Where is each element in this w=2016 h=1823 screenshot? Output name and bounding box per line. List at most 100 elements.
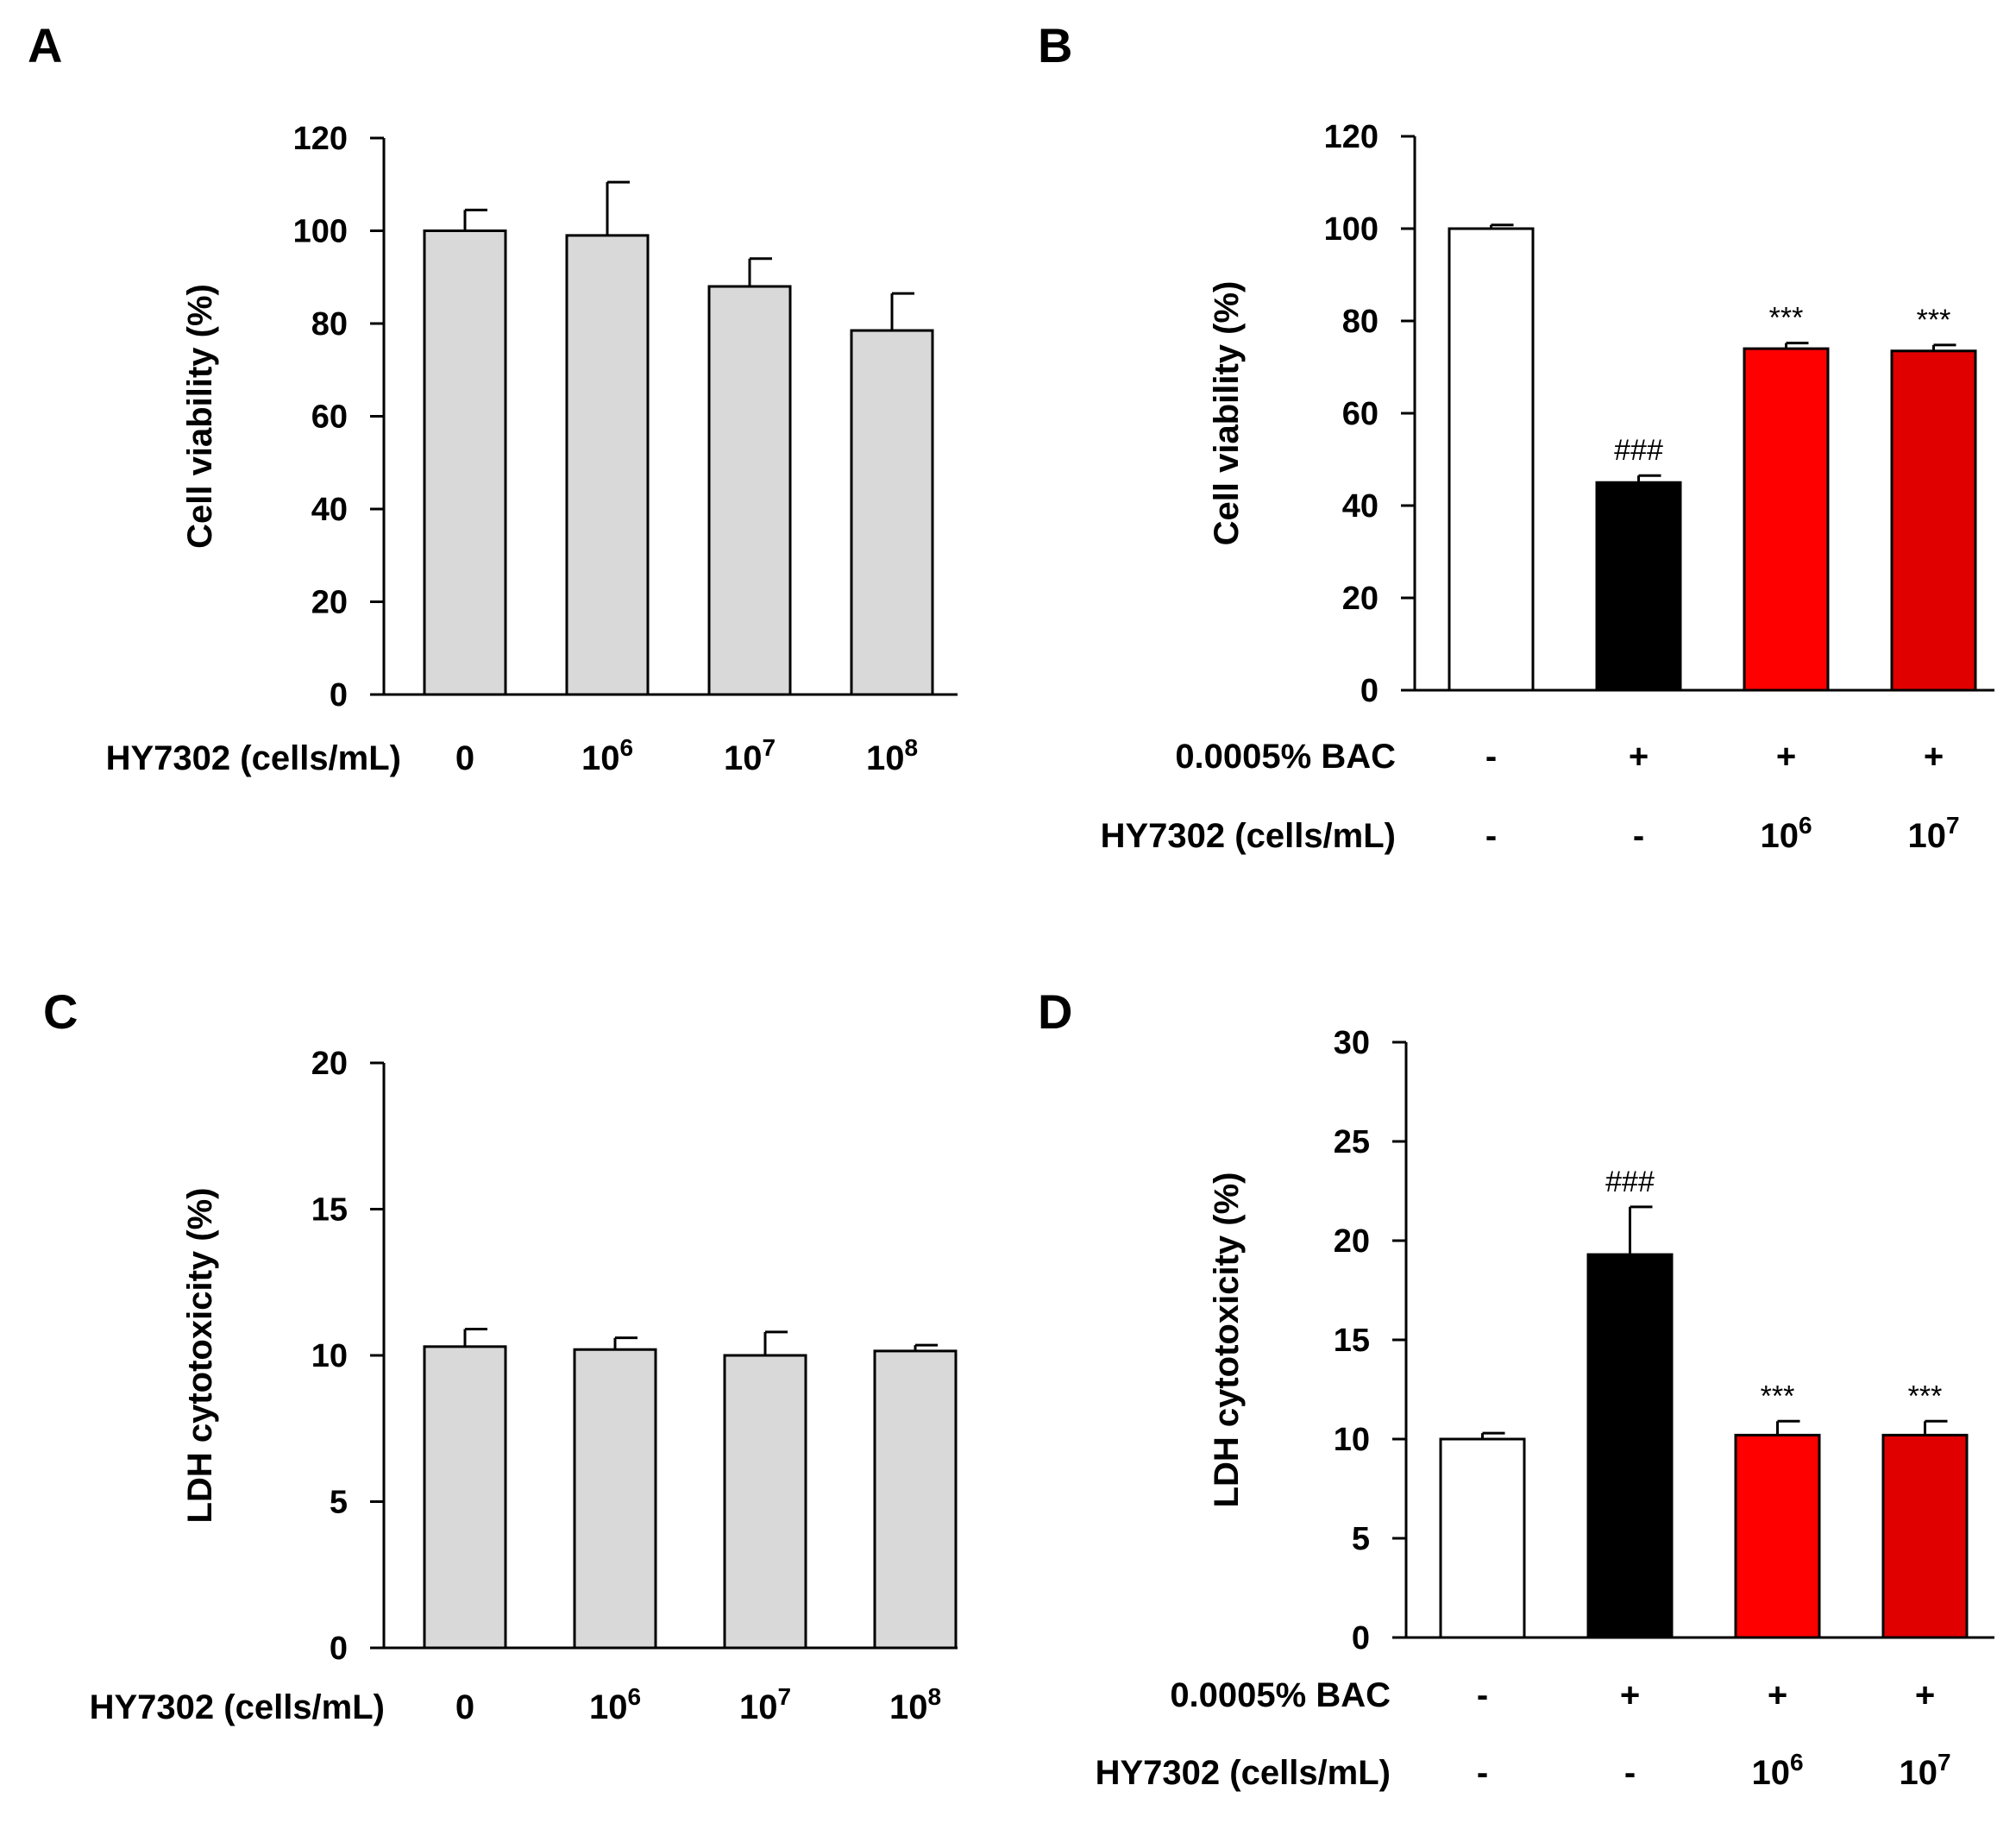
x-tick-label: - [1624,1754,1636,1792]
x-tick-label-superscript: 6 [1799,812,1812,839]
x-tick-label: + [1620,1676,1640,1714]
x-tick-label-base: 10 [739,1688,778,1726]
x-tick-label: 107 [1907,812,1959,855]
significance-label: ### [1614,434,1663,467]
x-tick-label: - [1477,1676,1488,1714]
y-axis-title: LDH cytotoxicity (%) [181,1188,219,1524]
y-tick-label: 120 [293,121,348,157]
x-tick-label: + [1924,738,1944,776]
x-tick-label-base: 10 [1907,817,1946,855]
x-tick-label: + [1915,1676,1935,1714]
significance-label: ### [1605,1166,1655,1198]
x-tick-label-base: 0 [455,1688,474,1726]
y-tick-label: 0 [1352,1620,1370,1656]
panel-b: B 0 20 40 60 80 100 120 Cell viability (%) ### ***… [1038,18,1994,855]
x-tick-label: 0 [455,1688,474,1726]
significance-label: *** [1761,1380,1795,1412]
x-row-label: HY7302 (cells/mL) [106,739,401,777]
x-tick-label: 0 [455,739,474,777]
x-tick-label-base: 10 [866,739,905,777]
x-tick-label-superscript: 6 [627,1683,641,1710]
x-tick-label-base: - [1624,1754,1636,1792]
x-tick-label-base: + [1620,1676,1640,1714]
x-tick-label: 106 [581,734,633,777]
x-tick-label-base: + [1776,738,1796,776]
y-tick-label: 0 [330,677,348,713]
bar [723,1354,807,1650]
y-tick-label: 120 [1324,119,1379,155]
bar [565,234,650,696]
panel-letter: B [1038,18,1072,72]
y-tick-label: 20 [1342,581,1379,617]
y-tick-label: 20 [1334,1223,1370,1260]
x-tick-label-base: 10 [1760,817,1799,855]
x-tick-label-base: 10 [1751,1754,1790,1792]
x-tick-label-base: - [1477,1754,1488,1792]
x-tick-label-base: + [1629,738,1649,776]
x-row-label: HY7302 (cells/mL) [1101,817,1396,855]
y-axis-title: Cell viability (%) [1208,281,1246,546]
y-tick-label: 0 [1360,673,1379,709]
x-row-label: 0.0005% BAC [1170,1676,1391,1714]
x-tick-label-base: + [1768,1676,1787,1714]
bar [1734,1433,1821,1639]
x-tick-label-base: - [1485,738,1497,776]
x-tick-label: + [1768,1676,1787,1714]
y-tick-label: 15 [1334,1323,1370,1359]
y-tick-label: 40 [311,492,348,528]
y-tick-label: 25 [1334,1124,1370,1160]
x-tick-label-base: 10 [581,739,620,777]
x-tick-label: 106 [1751,1749,1803,1792]
x-row-label: 0.0005% BAC [1175,738,1396,776]
x-tick-label: 107 [724,734,776,777]
x-tick-label-base: + [1915,1676,1935,1714]
x-tick-label-superscript: 8 [927,1683,941,1710]
x-tick-label-base: - [1633,817,1644,855]
y-tick-label: 80 [311,306,348,343]
y-tick-label: 30 [1334,1025,1370,1061]
x-tick-label-superscript: 8 [904,734,918,761]
y-tick-label: 100 [1324,211,1379,248]
x-tick-label: - [1477,1754,1488,1792]
x-tick-label-superscript: 7 [1937,1749,1951,1776]
significance-label: *** [1908,1380,1943,1412]
x-tick-label: 107 [739,1683,791,1726]
x-tick-label-base: 10 [589,1688,628,1726]
x-tick-label-base: 10 [1899,1754,1937,1792]
bar [573,1348,657,1650]
bar [1448,227,1535,692]
bar [873,1349,958,1650]
x-tick-label-base: 10 [889,1688,928,1726]
x-tick-label: - [1633,817,1644,855]
panel-c: C 0 5 10 15 20 LDH cytotoxicity (%) HY7302 (cel… [43,984,958,1726]
y-tick-label: 60 [311,399,348,436]
x-tick-label: - [1485,817,1497,855]
y-tick-label: 20 [311,1046,348,1082]
y-tick-label: 5 [1352,1521,1370,1557]
bar [707,285,792,696]
x-tick-label: 106 [589,1683,641,1726]
x-row-label: HY7302 (cells/mL) [1096,1754,1391,1792]
bar [850,329,934,696]
x-tick-label-superscript: 6 [619,734,633,761]
panel-letter: C [43,984,78,1039]
x-tick-label: 107 [1899,1749,1950,1792]
y-tick-label: 0 [330,1631,348,1667]
y-tick-label: 10 [1334,1422,1370,1458]
x-tick-label: + [1629,738,1649,776]
panel-letter: D [1038,984,1072,1039]
y-axis-title: Cell viability (%) [181,284,219,549]
x-row-label: HY7302 (cells/mL) [90,1688,385,1726]
y-tick-label: 10 [311,1338,348,1374]
bar [1890,349,1977,692]
bar [1743,347,1830,692]
y-tick-label: 60 [1342,396,1379,432]
y-tick-label: 100 [293,214,348,250]
x-tick-label-base: + [1924,738,1944,776]
y-tick-label: 5 [330,1485,348,1521]
y-tick-label: 20 [311,585,348,621]
x-tick-label-base: 0 [455,739,474,777]
x-tick-label: 108 [889,1683,941,1726]
